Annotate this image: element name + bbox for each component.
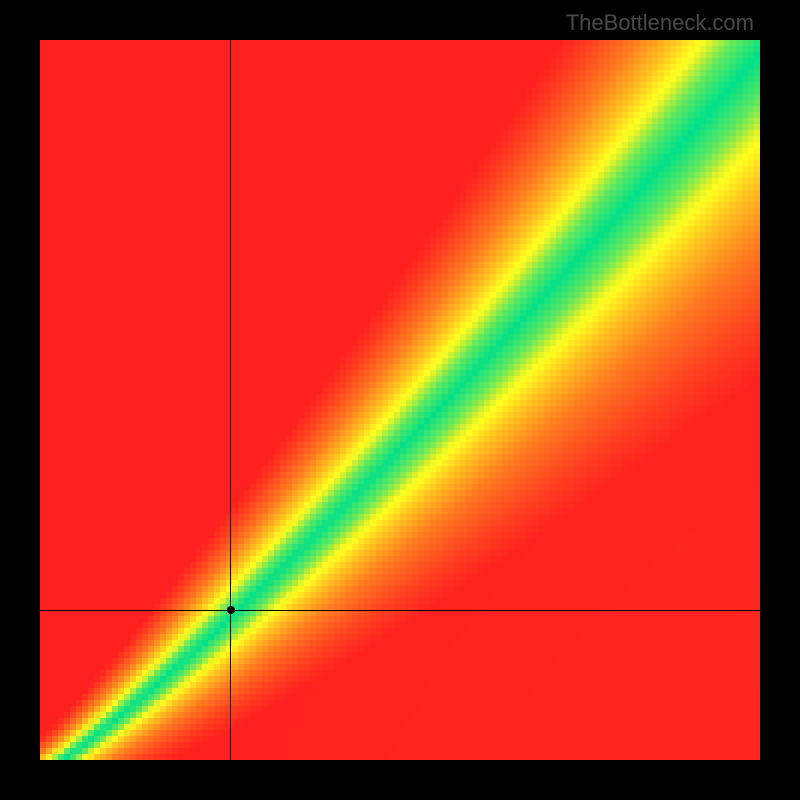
chart-container: { "watermark": { "text": "TheBottleneck.… — [0, 0, 800, 800]
crosshair-horizontal — [40, 610, 760, 611]
crosshair-vertical — [230, 40, 231, 760]
bottleneck-heatmap — [40, 40, 760, 760]
crosshair-dot — [227, 606, 235, 614]
watermark-text: TheBottleneck.com — [566, 10, 754, 36]
